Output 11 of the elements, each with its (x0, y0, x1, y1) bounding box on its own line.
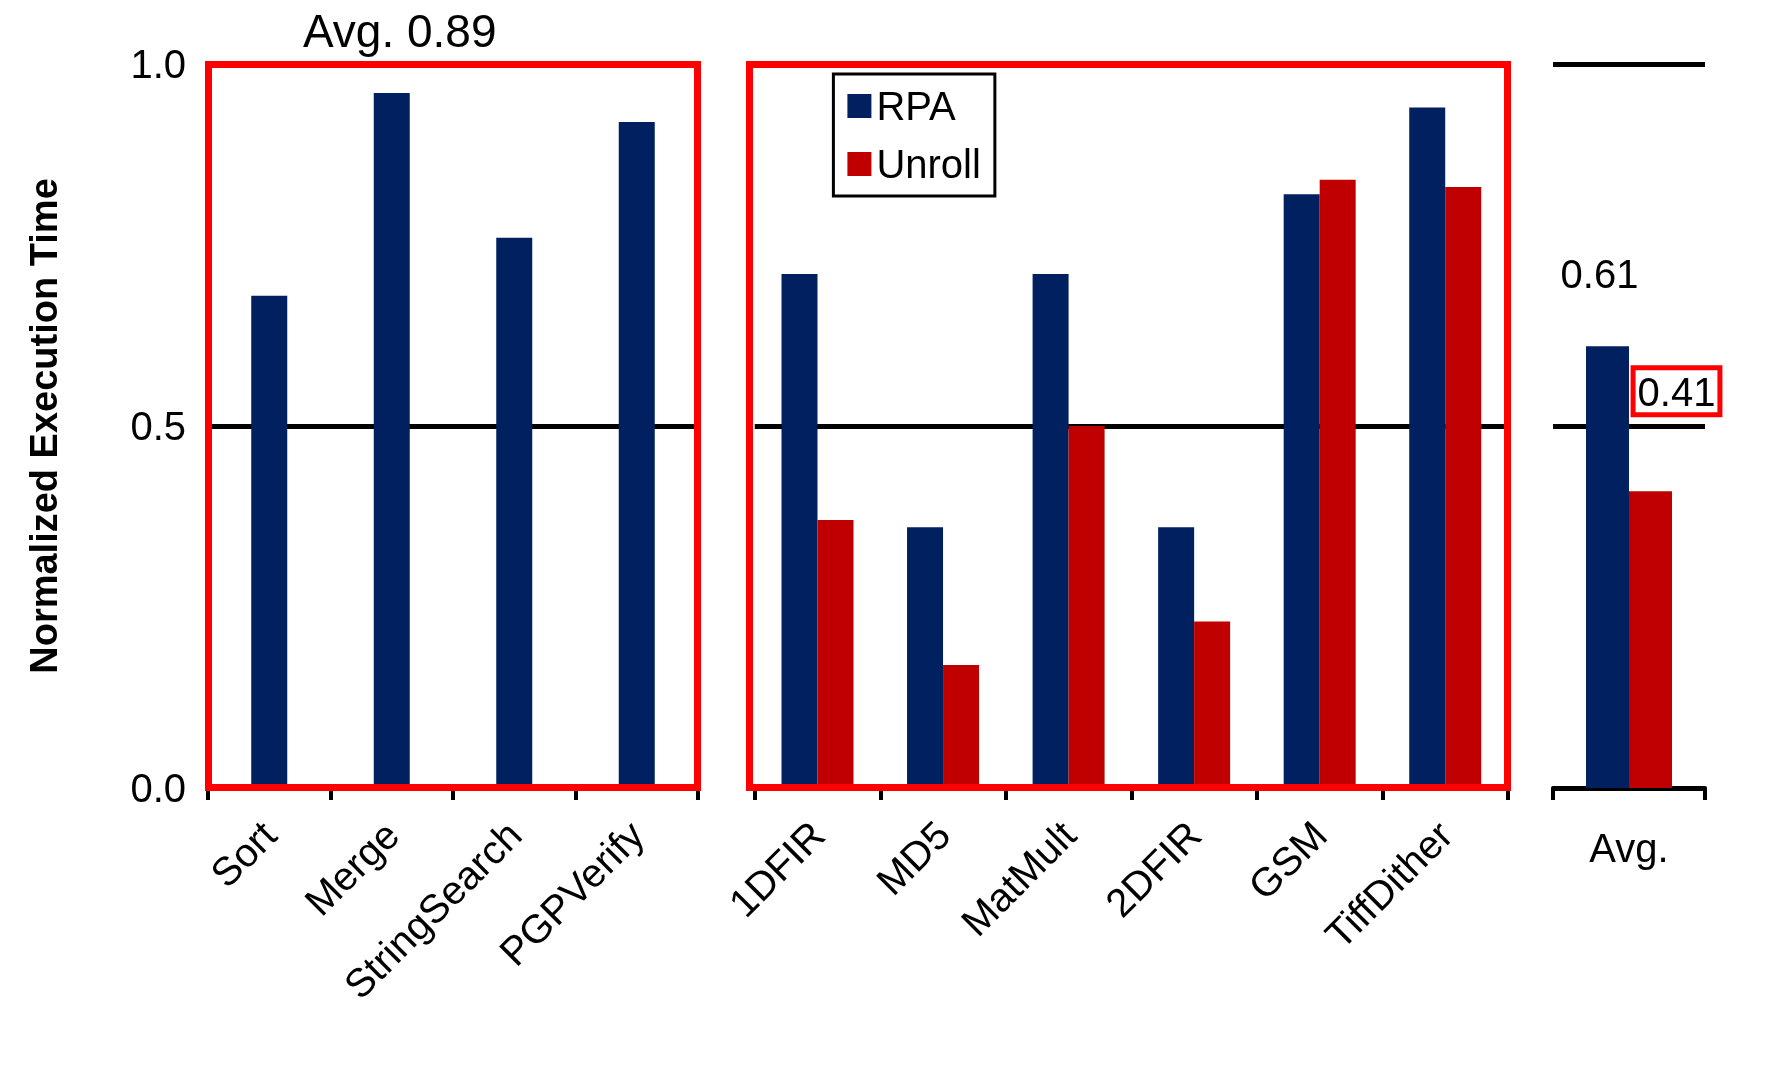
y-axis-title: Normalized Execution Time (23, 178, 65, 674)
x-tick-label: Avg. (1589, 826, 1669, 870)
y-tick-label: 1.0 (130, 42, 186, 86)
x-tick-label: Sort (201, 812, 285, 896)
text: Avg. 0.89 (303, 5, 497, 57)
data-label: 0.41 (1637, 370, 1716, 415)
y-tick-label: 0.0 (130, 766, 186, 810)
legend-label: RPA (876, 84, 956, 128)
y-tick-label: 0.5 (130, 404, 186, 448)
data-label: 0.61 (1560, 252, 1639, 297)
legend-label: Unroll (876, 142, 981, 186)
